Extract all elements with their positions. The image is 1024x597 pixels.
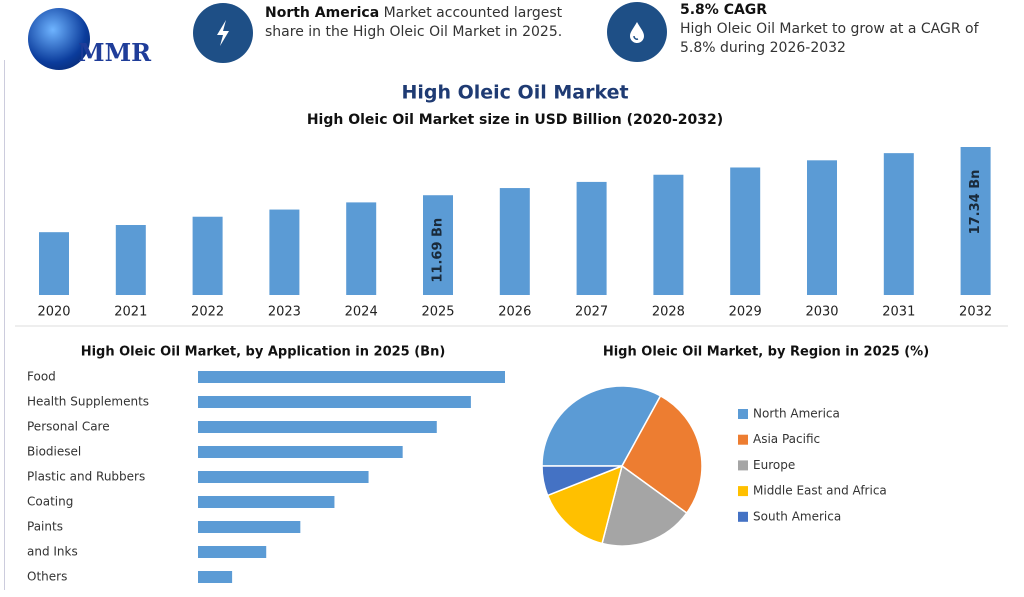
bar bbox=[883, 153, 914, 295]
pie-slice bbox=[621, 394, 703, 515]
bar bbox=[198, 396, 471, 408]
bolt-icon bbox=[193, 3, 253, 63]
legend-label: Asia Pacific bbox=[753, 432, 820, 446]
x-tick-label: 2029 bbox=[729, 305, 762, 320]
legend-swatch bbox=[738, 409, 748, 419]
pie-slice bbox=[601, 464, 688, 547]
bar bbox=[960, 147, 991, 295]
bar bbox=[39, 232, 69, 295]
bar bbox=[499, 188, 530, 295]
x-tick-label: 2020 bbox=[37, 305, 70, 320]
drop-icon bbox=[607, 2, 667, 62]
y-tick-label: Plastic and Rubbers bbox=[27, 470, 145, 484]
legend-swatch bbox=[738, 460, 748, 471]
highlight-text: Market accounted largest share in the Hi… bbox=[265, 5, 563, 40]
x-tick-label: 2031 bbox=[882, 305, 915, 320]
x-tick-label: 2024 bbox=[345, 305, 378, 320]
y-tick-label: Biodiesel bbox=[27, 445, 81, 459]
y-tick-label: Others bbox=[27, 570, 67, 584]
chart-title: High Oleic Oil Market bbox=[401, 82, 628, 104]
chart-title: High Oleic Oil Market, by Region in 2025… bbox=[603, 345, 929, 360]
value-label: 11.69 Bn bbox=[431, 218, 446, 283]
bar bbox=[198, 421, 437, 433]
legend-label: Middle East and Africa bbox=[753, 484, 887, 498]
bar bbox=[653, 174, 684, 295]
bar bbox=[115, 225, 146, 295]
x-tick-label: 2026 bbox=[498, 305, 531, 320]
bar bbox=[198, 571, 233, 583]
logo bbox=[28, 8, 90, 70]
x-tick-label: 2021 bbox=[114, 305, 147, 320]
bar bbox=[198, 371, 505, 383]
highlight: 5.8% CAGR High Oleic Oil Market to grow a… bbox=[680, 1, 1000, 58]
icon-graphic bbox=[630, 22, 644, 43]
bar bbox=[269, 209, 300, 295]
highlight-title: 5.8% CAGR bbox=[680, 2, 768, 18]
bar bbox=[576, 181, 607, 295]
bar bbox=[198, 521, 301, 533]
bar bbox=[198, 471, 369, 483]
highlight: North America Market accounted largest s… bbox=[265, 4, 575, 42]
x-tick-label: 2027 bbox=[575, 305, 608, 320]
bar bbox=[807, 160, 837, 295]
bar bbox=[192, 216, 223, 295]
y-tick-label: Health Supplements bbox=[27, 395, 149, 409]
y-tick-label: Coating bbox=[27, 495, 73, 509]
bar bbox=[423, 195, 453, 295]
x-tick-label: 2022 bbox=[191, 305, 224, 320]
legend-swatch bbox=[738, 486, 748, 497]
pie-slice bbox=[541, 385, 662, 467]
y-tick-label: Paints bbox=[27, 520, 63, 534]
chart-subtitle: High Oleic Oil Market size in USD Billio… bbox=[307, 112, 723, 128]
pie-slice bbox=[546, 464, 624, 545]
icon-graphic bbox=[217, 20, 229, 46]
legend-swatch bbox=[738, 434, 748, 445]
legend-label: South America bbox=[753, 509, 841, 523]
legend-swatch bbox=[738, 511, 748, 522]
bar bbox=[198, 546, 267, 558]
x-tick-label: 2028 bbox=[652, 305, 685, 320]
bar bbox=[198, 446, 403, 458]
chart-title: High Oleic Oil Market, by Application in… bbox=[81, 345, 446, 360]
value-label: 17.34 Bn bbox=[968, 170, 983, 235]
bar bbox=[730, 167, 761, 295]
legend-label: Europe bbox=[753, 458, 795, 472]
x-tick-label: 2023 bbox=[268, 305, 301, 320]
y-tick-label: Personal Care bbox=[27, 420, 110, 434]
x-tick-label: 2032 bbox=[959, 305, 992, 320]
pie-slice bbox=[541, 465, 623, 497]
y-tick-label: and Inks bbox=[27, 545, 78, 559]
frame bbox=[4, 60, 5, 590]
legend-label: North America bbox=[753, 407, 840, 421]
y-tick-label: Food bbox=[27, 370, 56, 384]
x-tick-label: 2030 bbox=[805, 305, 838, 320]
bar bbox=[346, 202, 377, 295]
x-tick-label: 2025 bbox=[421, 305, 454, 320]
highlight-title: North America bbox=[265, 5, 380, 21]
logo-text: MMR bbox=[78, 38, 152, 67]
highlight-text: High Oleic Oil Market to grow at a CAGR … bbox=[680, 21, 979, 56]
bar bbox=[198, 496, 335, 508]
